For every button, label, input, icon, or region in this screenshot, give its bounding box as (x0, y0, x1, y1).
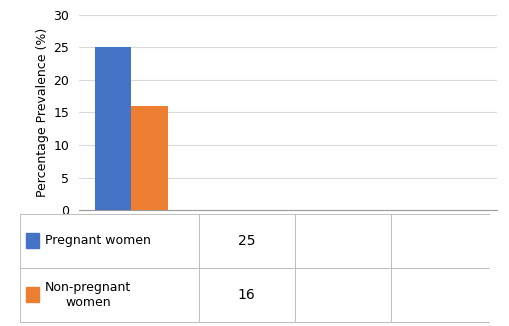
Text: Pregnant women: Pregnant women (45, 234, 150, 247)
Text: 25: 25 (238, 233, 255, 247)
Bar (26, 287, 39, 302)
Bar (294, 268, 390, 321)
Bar (294, 214, 390, 268)
Bar (199, 214, 294, 268)
Bar (95, 47, 131, 210)
Bar (199, 268, 294, 321)
Text: Non-pregnant
women: Non-pregnant women (45, 280, 131, 308)
Bar (26, 233, 39, 248)
Bar (131, 106, 167, 210)
Bar (20, 268, 199, 321)
Bar (390, 214, 489, 268)
Bar (390, 268, 489, 321)
Bar (20, 214, 199, 268)
Text: 16: 16 (237, 288, 255, 302)
X-axis label: Groups examined: Groups examined (233, 218, 343, 231)
Y-axis label: Percentage Prevalence (%): Percentage Prevalence (%) (36, 28, 49, 197)
